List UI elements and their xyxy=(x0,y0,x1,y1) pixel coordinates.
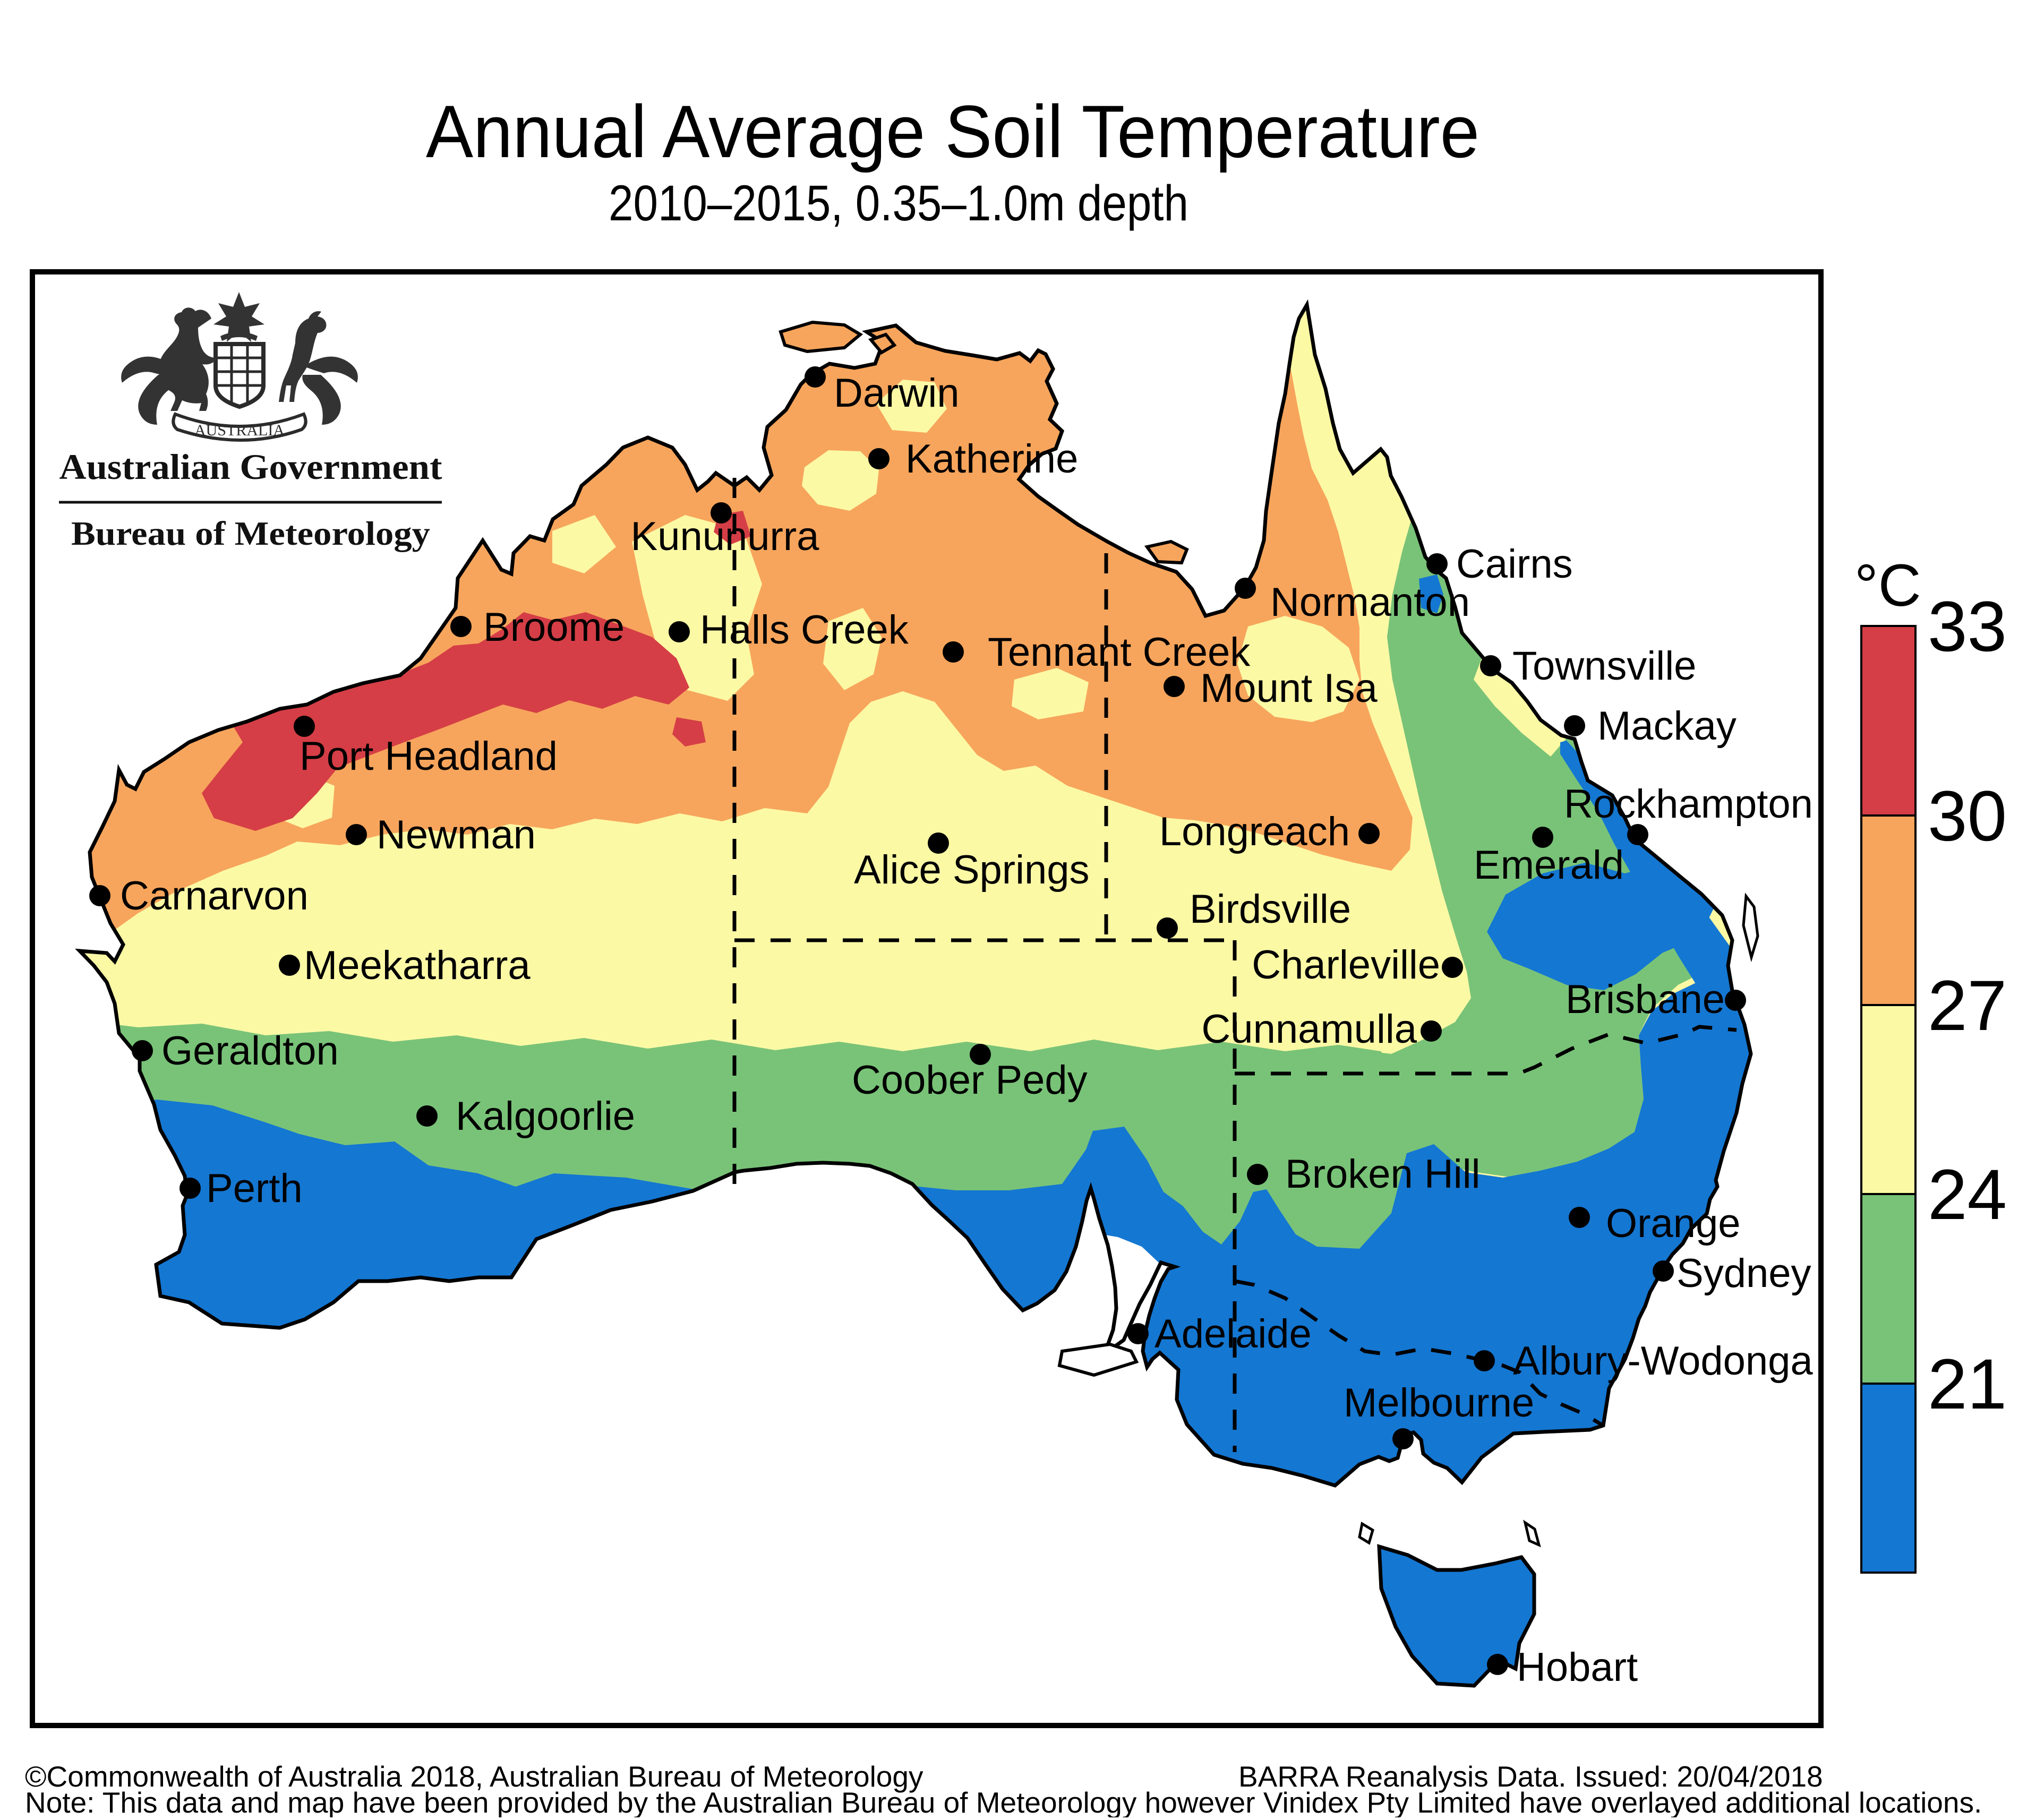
svg-text:Kalgoorlie: Kalgoorlie xyxy=(456,1094,635,1139)
svg-text:Melbourne: Melbourne xyxy=(1344,1380,1534,1426)
svg-text:Broken Hill: Broken Hill xyxy=(1285,1152,1480,1197)
svg-text:21: 21 xyxy=(1928,1345,2007,1424)
svg-text:2010–2015, 0.35–1.0m depth: 2010–2015, 0.35–1.0m depth xyxy=(609,175,1188,231)
svg-text:Brisbane: Brisbane xyxy=(1566,977,1725,1022)
svg-text:AUSTRALIA: AUSTRALIA xyxy=(194,422,285,439)
svg-text:BARRA Reanalysis Data. Issued:: BARRA Reanalysis Data. Issued: 20/04/201… xyxy=(1238,1760,1823,1793)
svg-text:°C: °C xyxy=(1854,552,1921,619)
svg-text:Longreach: Longreach xyxy=(1159,809,1350,854)
svg-text:Birdsville: Birdsville xyxy=(1190,887,1351,932)
svg-text:Meekatharra: Meekatharra xyxy=(304,943,531,988)
svg-text:©Commonwealth of Australia 201: ©Commonwealth of Australia 2018, Austral… xyxy=(25,1760,923,1793)
svg-text:Newman: Newman xyxy=(377,812,536,857)
svg-text:Cairns: Cairns xyxy=(1456,542,1573,587)
svg-text:24: 24 xyxy=(1928,1155,2007,1234)
svg-text:Orange: Orange xyxy=(1606,1201,1741,1246)
svg-text:Note: This data and map have b: Note: This data and map have been provid… xyxy=(25,1786,1982,1817)
svg-text:Mount Isa: Mount Isa xyxy=(1200,666,1378,711)
svg-text:Alice Springs: Alice Springs xyxy=(854,847,1090,892)
svg-text:Broome: Broome xyxy=(483,605,625,650)
svg-text:Tennant Creek: Tennant Creek xyxy=(988,630,1251,675)
svg-text:Adelaide: Adelaide xyxy=(1154,1311,1312,1357)
svg-text:Normanton: Normanton xyxy=(1270,580,1470,625)
svg-text:Emerald: Emerald xyxy=(1474,843,1624,888)
svg-text:Charleville: Charleville xyxy=(1252,942,1440,988)
svg-text:Katherine: Katherine xyxy=(905,436,1078,482)
svg-text:Kununurra: Kununurra xyxy=(631,514,820,559)
svg-text:Bureau of Meteorology: Bureau of Meteorology xyxy=(71,514,430,552)
svg-text:Australian Government: Australian Government xyxy=(59,447,442,487)
svg-text:Rockhampton: Rockhampton xyxy=(1564,782,1813,827)
svg-text:Halls Creek: Halls Creek xyxy=(700,607,909,653)
svg-text:27: 27 xyxy=(1928,966,2007,1045)
svg-text:Cunnamulla: Cunnamulla xyxy=(1201,1007,1417,1052)
svg-text:Port Headland: Port Headland xyxy=(300,734,558,779)
svg-text:30: 30 xyxy=(1928,777,2007,856)
svg-text:Perth: Perth xyxy=(206,1166,303,1211)
svg-text:Hobart: Hobart xyxy=(1517,1645,1638,1690)
svg-text:Sydney: Sydney xyxy=(1677,1251,1811,1296)
svg-text:Mackay: Mackay xyxy=(1597,703,1737,749)
svg-text:Townsville: Townsville xyxy=(1512,643,1696,689)
svg-text:33: 33 xyxy=(1928,587,2007,666)
svg-text:Carnarvon: Carnarvon xyxy=(120,873,309,918)
svg-text:Darwin: Darwin xyxy=(834,371,960,416)
svg-text:Geraldton: Geraldton xyxy=(161,1028,339,1074)
svg-text:Albury-Wodonga: Albury-Wodonga xyxy=(1513,1338,1813,1384)
svg-text:Annual Average Soil Temperatur: Annual Average Soil Temperature xyxy=(426,90,1479,173)
svg-text:Coober Pedy: Coober Pedy xyxy=(852,1058,1088,1103)
